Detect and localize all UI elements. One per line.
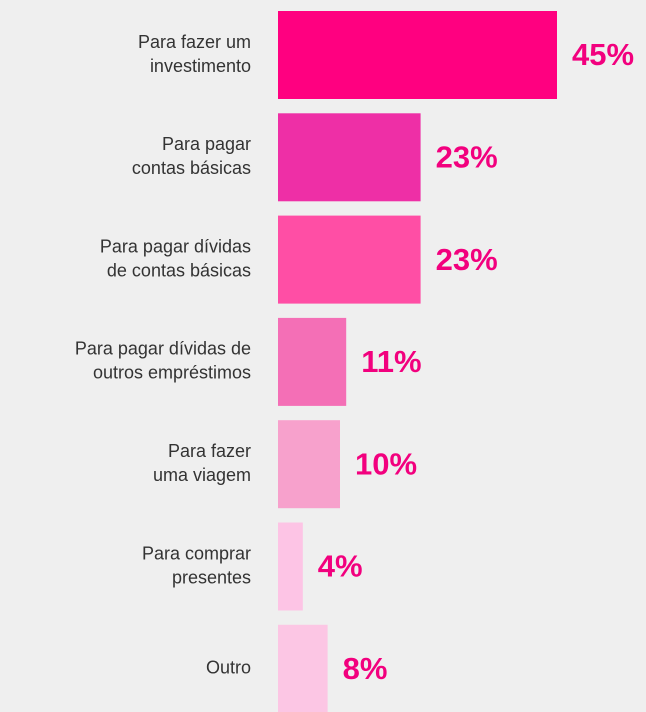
bar bbox=[278, 215, 421, 304]
category-label: Para pagar dívidas bbox=[100, 236, 251, 256]
category-label: Para pagar bbox=[162, 134, 251, 154]
bar bbox=[278, 11, 557, 99]
value-label: 11% bbox=[361, 344, 421, 379]
category-label: Para fazer bbox=[168, 441, 251, 461]
category-label: presentes bbox=[172, 567, 251, 587]
category-label: uma viagem bbox=[153, 465, 251, 485]
value-label: 23% bbox=[436, 139, 498, 174]
category-label: Para comprar bbox=[142, 543, 251, 563]
bar bbox=[278, 113, 421, 202]
category-label: outros empréstimos bbox=[93, 363, 251, 383]
category-label: contas básicas bbox=[132, 158, 251, 178]
value-label: 45% bbox=[572, 37, 634, 72]
value-label: 4% bbox=[318, 549, 363, 584]
bar bbox=[278, 624, 328, 712]
category-label: de contas básicas bbox=[107, 260, 251, 280]
category-label: investimento bbox=[150, 56, 251, 76]
category-label: Para pagar dívidas de bbox=[75, 339, 251, 359]
bar bbox=[278, 522, 303, 611]
value-label: 23% bbox=[436, 242, 498, 277]
bar bbox=[278, 317, 347, 406]
category-label: Outro bbox=[206, 658, 251, 678]
bar bbox=[278, 420, 340, 509]
category-label: Para fazer um bbox=[138, 32, 251, 52]
value-label: 8% bbox=[343, 651, 388, 686]
value-label: 10% bbox=[355, 446, 417, 481]
